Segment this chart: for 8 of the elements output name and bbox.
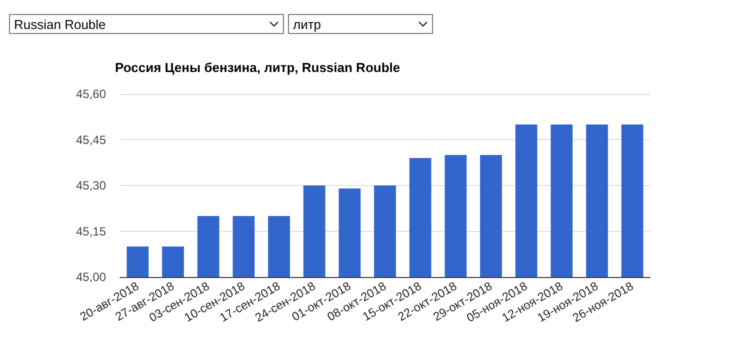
y-tick-label: 45,60	[76, 87, 106, 101]
y-tick-label: 45,00	[76, 270, 106, 284]
y-tick-label: 45,45	[76, 132, 106, 147]
chart-title: Россия Цены бензина, литр, Russian Rouble	[115, 60, 400, 75]
y-tick-label: 45,15	[76, 224, 106, 238]
y-tick-label: 45,30	[76, 178, 106, 192]
dropdown: литр	[288, 14, 433, 34]
dropdown: Russian Rouble	[9, 14, 284, 34]
